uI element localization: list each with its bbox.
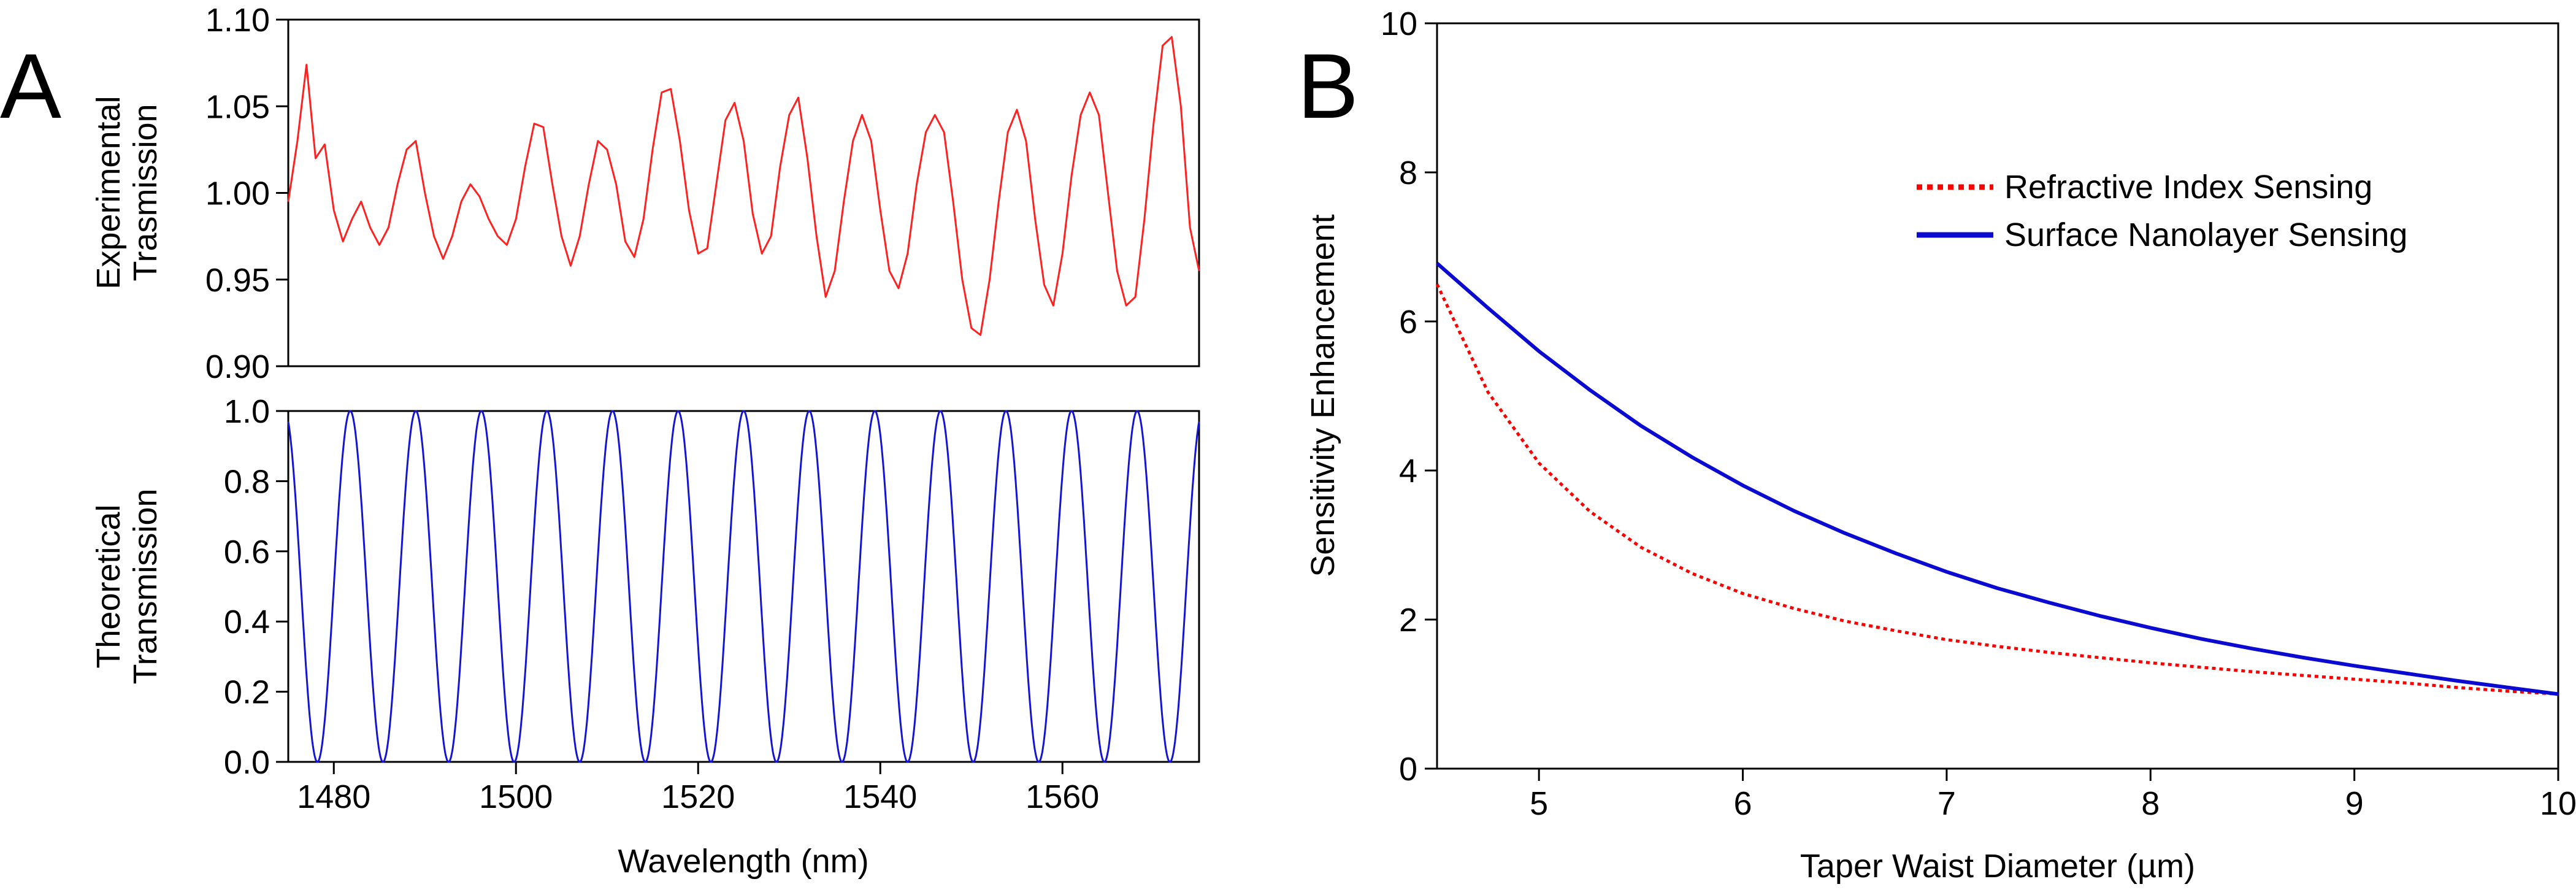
chart-theoretical-transmission: 0.0 0.2 0.4 0.6 0.8 1.0 1480 1500 1520 1540 1560 W… (90, 393, 1200, 880)
y-axis-title-line-1: Theoretical (90, 504, 127, 668)
x-tick-label: 1540 (843, 778, 917, 815)
y-tick-label: 1.05 (205, 88, 270, 125)
y-tick-label: 1.00 (205, 175, 270, 212)
y-tick-label: 0.4 (224, 604, 270, 640)
axis-ticks: 0 2 4 6 8 10 5 6 7 8 9 10 (1381, 6, 2576, 822)
data-series (1435, 261, 2559, 696)
x-tick-label: 1560 (1025, 778, 1099, 815)
y-tick-label: 1.0 (224, 393, 270, 430)
legend: Refractive Index Sensing Surface Nanolay… (1917, 169, 2407, 253)
data-series (287, 36, 1200, 336)
chart-sensitivity-enhancement: 0 2 4 6 8 10 5 6 7 8 9 10 Taper Waist Diameter (µm)… (1305, 6, 2576, 885)
y-tick-label: 0 (1399, 751, 1417, 788)
y-tick-label: 8 (1399, 155, 1417, 191)
y-tick-label: 0.8 (224, 463, 270, 500)
y-tick-label: 0.95 (205, 262, 270, 299)
y-tick-label: 6 (1399, 304, 1417, 340)
y-axis-title-line-2: Trasmission (127, 104, 164, 281)
legend-label-nanolayer: Surface Nanolayer Sensing (2004, 217, 2407, 253)
y-tick-label: 0.0 (224, 744, 270, 781)
panel-a-letter: A (0, 34, 61, 137)
series-line-surface-nanolayer (1436, 261, 2559, 696)
plot-frame (1436, 22, 2559, 770)
data-series (287, 410, 1200, 763)
x-tick-label: 10 (2540, 785, 2576, 822)
x-tick-label: 6 (1734, 785, 1752, 822)
panel-b-letter: B (1297, 34, 1359, 137)
y-tick-label: 4 (1399, 453, 1417, 490)
x-tick-label: 7 (1938, 785, 1956, 822)
y-tick-label: 2 (1399, 602, 1417, 639)
axis-ticks: 0.0 0.2 0.4 0.6 0.8 1.0 1480 1500 1520 1540 1560 (224, 393, 1099, 815)
series-line-theoretical (287, 410, 1200, 763)
y-tick-label: 0.2 (224, 674, 270, 711)
y-axis-title: Sensitivity Enhancement (1305, 214, 1341, 577)
x-tick-label: 1520 (661, 778, 735, 815)
x-axis-title: Wavelength (nm) (618, 843, 868, 880)
y-ticks: 0.90 0.95 1.00 1.05 1.10 (205, 2, 288, 385)
chart-experimental-transmission: 0.90 0.95 1.00 1.05 1.10 Experimental Trasmi… (90, 2, 1200, 385)
y-tick-label: 10 (1381, 6, 1417, 42)
x-tick-label: 1480 (297, 778, 370, 815)
x-axis-title: Taper Waist Diameter (µm) (1800, 848, 2195, 885)
legend-label-refractive: Refractive Index Sensing (2004, 169, 2372, 206)
y-axis-title-line-2: Transmission (127, 488, 164, 684)
series-line-refractive-index (1435, 283, 2559, 696)
x-tick-label: 8 (2141, 785, 2160, 822)
y-tick-label: 0.90 (205, 348, 270, 385)
x-tick-label: 5 (1530, 785, 1548, 822)
y-tick-label: 0.6 (224, 534, 270, 570)
x-tick-label: 1500 (479, 778, 553, 815)
y-axis-title-line-1: Experimental (90, 96, 127, 289)
series-line-experimental (287, 36, 1200, 336)
y-tick-label: 1.10 (205, 2, 270, 39)
x-tick-label: 9 (2345, 785, 2364, 822)
